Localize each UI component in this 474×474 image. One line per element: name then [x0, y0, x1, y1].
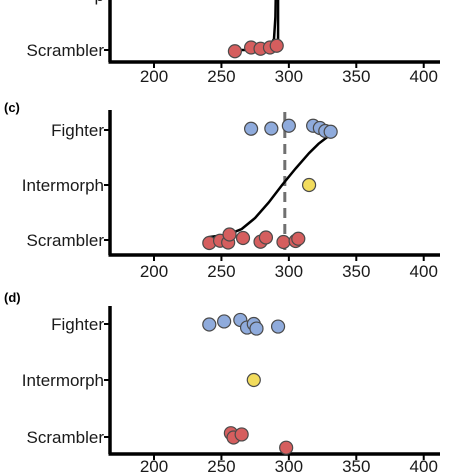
panel-letter: (c) [4, 100, 20, 115]
x-tick-label: 200 [140, 457, 168, 474]
category-label-scrambler: Scrambler [27, 41, 105, 60]
data-point-fighter [217, 314, 232, 329]
category-label-intermorph: Intermorph [22, 176, 104, 195]
data-point-scrambler [276, 234, 291, 250]
x-tick-label: 250 [207, 262, 235, 281]
x-tick-label: 250 [207, 457, 235, 474]
data-point-fighter [264, 121, 279, 136]
data-point-scrambler [258, 230, 274, 245]
data-point-scrambler [222, 227, 237, 242]
x-tick-label: 200 [140, 262, 168, 281]
x-tick-label: 300 [275, 67, 303, 86]
category-label-scrambler: Scrambler [27, 428, 105, 447]
panel-c: (c) Fighter Intermorph Scrambler 200 250 300 35… [4, 100, 440, 281]
data-point-scrambler [234, 427, 249, 442]
x-tick-label: 400 [410, 457, 438, 474]
panel-d: (d) Fighter Intermorph Scrambler 200 250 300 35… [4, 290, 440, 474]
x-tick-label: 200 [140, 67, 168, 86]
category-label-fighter: Fighter [51, 121, 104, 140]
data-point-scrambler [227, 44, 243, 59]
x-tick-label: 400 [410, 67, 438, 86]
x-tick-label: 300 [275, 457, 303, 474]
x-tick-label: 350 [342, 457, 370, 474]
x-tick-label: 250 [207, 67, 235, 86]
x-tick-label: 350 [342, 262, 370, 281]
data-point-intermorph [301, 177, 317, 193]
data-point-fighter [243, 121, 259, 136]
data-point-scrambler [279, 440, 294, 455]
data-point-fighter [281, 118, 296, 133]
x-tick-label: 350 [342, 67, 370, 86]
data-point-fighter [270, 319, 286, 334]
x-tick-label: 400 [410, 262, 438, 281]
category-label-intermorph: p [95, 0, 104, 5]
data-point-scrambler [235, 230, 251, 246]
category-label-intermorph: Intermorph [22, 371, 104, 390]
panel-letter: (d) [4, 290, 21, 305]
data-point-intermorph [246, 372, 261, 388]
category-label-scrambler: Scrambler [27, 231, 105, 250]
data-point-fighter [202, 317, 217, 332]
category-label-fighter: Fighter [51, 315, 104, 334]
panel-b: p Scrambler 200 250 300 350 400 [27, 0, 440, 86]
data-point-scrambler [269, 38, 284, 53]
data-point-fighter [249, 321, 264, 336]
data-point-fighter [323, 124, 338, 139]
data-point-scrambler [291, 231, 306, 246]
x-tick-label: 300 [275, 262, 303, 281]
